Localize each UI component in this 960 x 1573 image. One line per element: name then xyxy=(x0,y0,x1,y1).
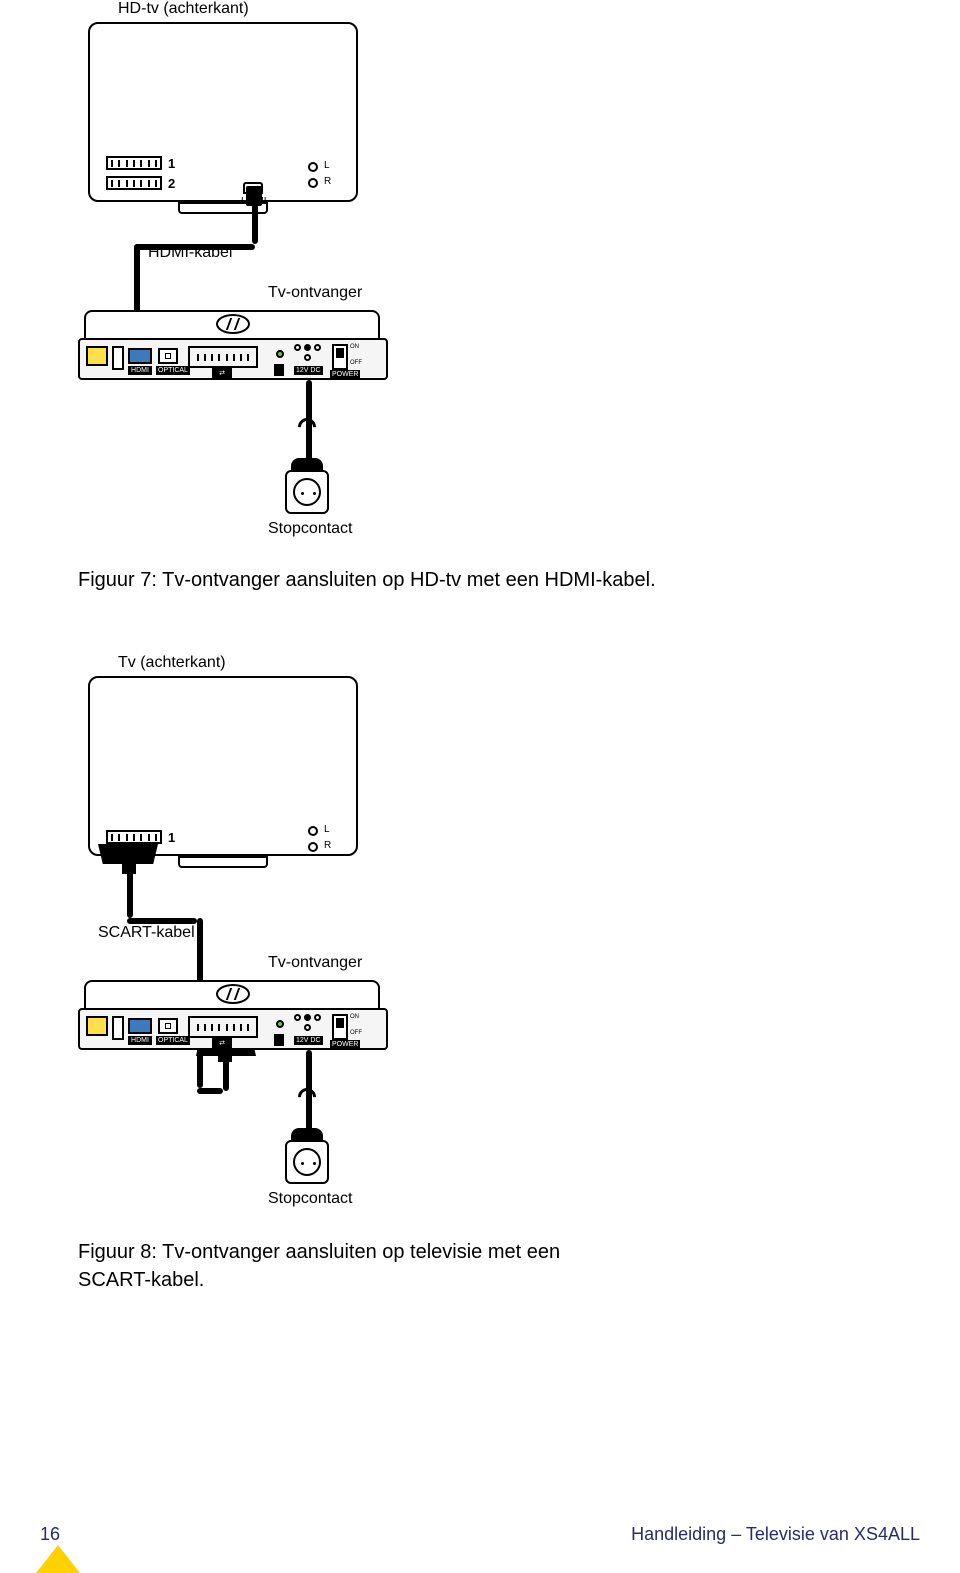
scart-1-num: 1 xyxy=(168,156,175,171)
audio-l-label-8: L xyxy=(324,824,330,835)
rx-hdmi-label-8: HDMI xyxy=(128,1036,152,1045)
rx-power-switch xyxy=(332,344,348,370)
tv-body xyxy=(88,22,358,202)
rx-off-label: OFF xyxy=(350,360,362,366)
receiver-label-7: Tv-ontvanger xyxy=(268,284,362,302)
rx-audio-jack-8 xyxy=(276,1020,284,1028)
outlet-label-8: Stopcontact xyxy=(268,1190,353,1208)
rx-power-label-8: POWER xyxy=(330,1040,360,1049)
scart-1-num-fig8: 1 xyxy=(168,830,175,845)
rx-dc-label-8: 12V DC xyxy=(294,1036,323,1045)
figure-8-caption-line1: Figuur 8: Tv-ontvanger aansluiten op tel… xyxy=(78,1241,560,1263)
hd-tv-diagram: 1 2 HDMI L R xyxy=(78,22,368,222)
audio-r-label: R xyxy=(324,176,331,187)
page-number: 16 xyxy=(40,1524,60,1545)
page-footer: 16 Handleiding – Televisie van XS4ALL xyxy=(0,1515,960,1545)
rx-on-label: ON xyxy=(350,344,359,350)
receiver-logo-icon-8 xyxy=(216,984,250,1004)
tv-title-label-8: Tv (achterkant) xyxy=(118,654,226,672)
audio-r-jack-8 xyxy=(308,842,318,852)
figure-8-caption-line2: SCART-kabel. xyxy=(78,1269,204,1291)
audio-r-jack xyxy=(308,178,318,188)
scart-2-num: 2 xyxy=(168,176,175,191)
rx-off-label-8: OFF xyxy=(350,1030,362,1036)
rx-on-label-8: ON xyxy=(350,1014,359,1020)
footer-triangle-icon xyxy=(36,1545,80,1573)
figure-7: HD-tv (achterkant) 1 2 HDMI L R HDMI-kab xyxy=(78,0,478,630)
ethernet-port-8 xyxy=(86,1016,108,1036)
tv-stand-8 xyxy=(178,854,268,868)
tv-receiver-7: HDMI OPTICAL ⇄ 12V DC ON xyxy=(78,310,388,390)
rx-optical-label-8: OPTICAL xyxy=(156,1036,190,1045)
scart-port-2 xyxy=(106,176,162,190)
outlet-label-7: Stopcontact xyxy=(268,520,353,538)
rx-audio-jack xyxy=(276,350,284,358)
rx-scart-icon: ⇄ xyxy=(212,368,232,378)
figure-7-caption: Figuur 7: Tv-ontvanger aansluiten op HD-… xyxy=(78,566,798,594)
receiver-label-8: Tv-ontvanger xyxy=(268,954,362,972)
rx-speaker-icon xyxy=(274,364,284,376)
page: HD-tv (achterkant) 1 2 HDMI L R HDMI-kab xyxy=(0,0,960,1573)
figure-8: Tv (achterkant) 1 L R SCART-kabel xyxy=(78,654,478,1284)
figure-8-caption: Figuur 8: Tv-ontvanger aansluiten op tel… xyxy=(78,1238,798,1294)
rx-scart-port-8 xyxy=(188,1016,258,1038)
rx-power-label: POWER xyxy=(330,370,360,379)
rx-scart-port xyxy=(188,346,258,368)
tv-title-label: HD-tv (achterkant) xyxy=(118,0,249,18)
rx-power-switch-8 xyxy=(332,1014,348,1040)
scart-cable-label: SCART-kabel xyxy=(98,924,195,942)
rx-hdmi-port xyxy=(128,348,152,364)
rx-hdmi-label: HDMI xyxy=(128,366,152,375)
scart-port-1-fig8 xyxy=(106,830,162,844)
receiver-logo-icon xyxy=(216,314,250,334)
footer-text: Handleiding – Televisie van XS4ALL xyxy=(631,1524,920,1545)
ethernet-port xyxy=(86,346,108,366)
audio-r-label-8: R xyxy=(324,840,331,851)
usb-port xyxy=(112,346,124,370)
tv-receiver-8: HDMI OPTICAL ⇄ 12V DC ON OFF PO xyxy=(78,980,388,1060)
audio-l-jack-8 xyxy=(308,826,318,836)
usb-port-8 xyxy=(112,1016,124,1040)
rx-optical-label: OPTICAL xyxy=(156,366,190,375)
audio-l-label: L xyxy=(324,160,330,171)
audio-l-jack xyxy=(308,162,318,172)
rx-dc-label: 12V DC xyxy=(294,366,323,375)
rx-optical-port-8 xyxy=(158,1018,178,1034)
rx-optical-port xyxy=(158,348,178,364)
rx-speaker-icon-8 xyxy=(274,1034,284,1046)
rx-hdmi-port-8 xyxy=(128,1018,152,1034)
rx-scart-icon-8: ⇄ xyxy=(212,1038,232,1048)
power-outlet-7 xyxy=(285,470,329,514)
power-outlet-8 xyxy=(285,1140,329,1184)
scart-port-1 xyxy=(106,156,162,170)
